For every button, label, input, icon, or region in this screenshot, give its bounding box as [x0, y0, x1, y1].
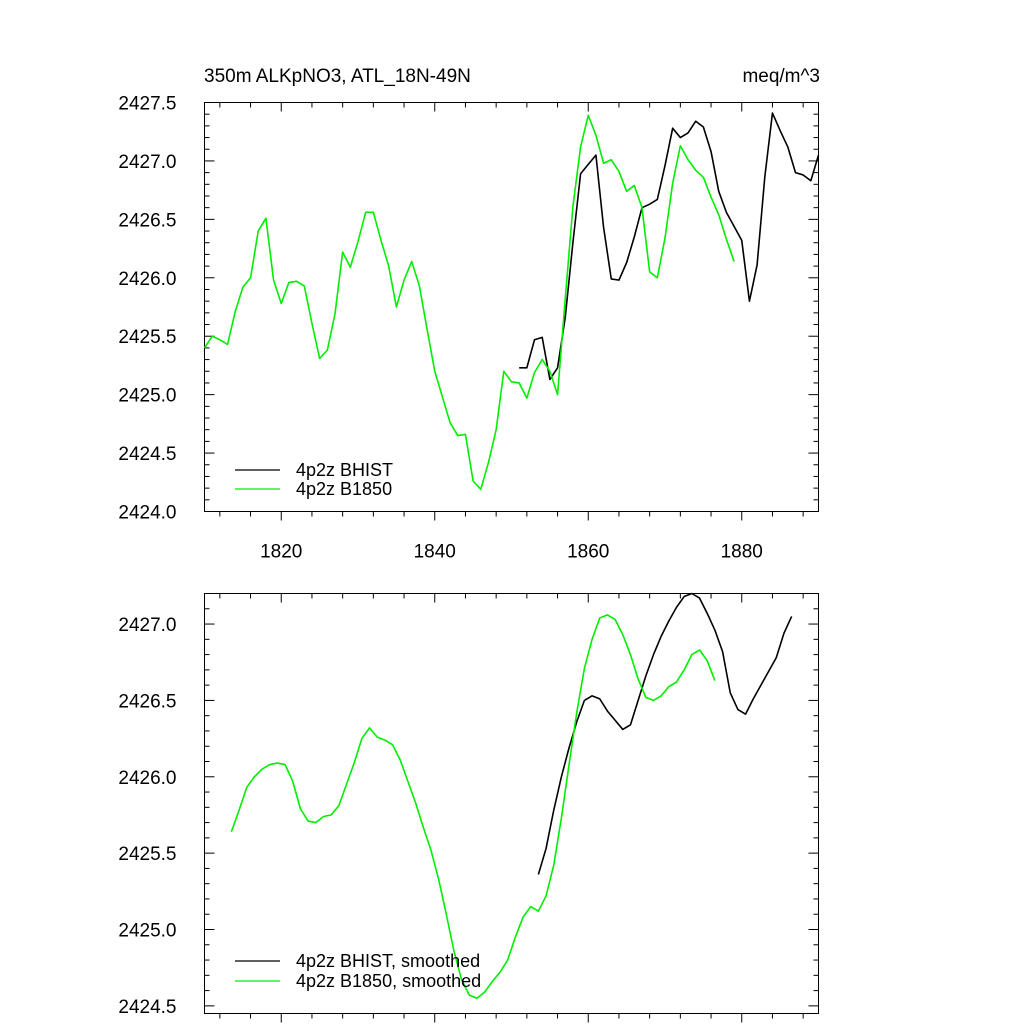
- top-y-tick-label: 2424.5: [118, 444, 176, 465]
- top-y-tick-label: 2425.5: [118, 327, 176, 348]
- top-series-line-0: [519, 112, 820, 381]
- bottom-y-tick-label: 2425.0: [118, 921, 176, 942]
- bottom-y-tick-label: 2424.5: [118, 997, 176, 1018]
- legend-label-b1850-smoothed: 4p2z B1850, smoothed: [296, 971, 481, 991]
- top-y-tick-label: 2426.5: [118, 210, 176, 231]
- top-plot-frame: [204, 102, 819, 512]
- legend-label-b1850: 4p2z B1850: [296, 479, 392, 499]
- top-legend: 4p2z BHIST 4p2z B1850: [235, 460, 393, 499]
- bottom-series-group: [230, 592, 793, 1000]
- bottom-y-tick-label: 2427.0: [118, 615, 176, 636]
- bottom-y-tick-label: 2426.5: [118, 691, 176, 712]
- bottom-panel: 2424.5 2425.0 2425.5 2426.0 2426.5 2427.0 4p2…: [118, 592, 819, 1023]
- bottom-plot-frame: [204, 593, 819, 1014]
- top-x-tick-label: 1820: [260, 542, 302, 563]
- top-y-tick-label: 2427.0: [118, 152, 176, 173]
- bottom-series-line-0: [537, 592, 793, 875]
- bottom-series-line-1: [230, 614, 716, 1000]
- top-x-tick-label: 1880: [721, 542, 763, 563]
- units-label: meq/m^3: [742, 66, 820, 87]
- top-x-tick-label: 1860: [567, 542, 609, 563]
- bottom-x-axis: [219, 593, 804, 1023]
- bottom-y-axis: 2424.5 2425.0 2425.5 2426.0 2426.5 2427.0: [118, 593, 819, 1018]
- top-series-group: [203, 112, 820, 491]
- bottom-legend: 4p2z BHIST, smoothed 4p2z B1850, smoothe…: [235, 951, 481, 991]
- top-x-axis: 1820 1840 1860 1880: [219, 102, 804, 563]
- top-y-tick-label: 2424.0: [118, 503, 176, 524]
- top-y-axis: 2424.0 2424.5 2425.0 2425.5 2426.0 2426.5 2427…: [118, 94, 819, 524]
- top-y-tick-label: 2427.5: [118, 94, 176, 115]
- legend-label-bhist: 4p2z BHIST: [296, 460, 393, 480]
- top-x-tick-label: 1840: [414, 542, 456, 563]
- top-y-tick-label: 2426.0: [118, 269, 176, 290]
- chart-title: 350m ALKpNO3, ATL_18N-49N: [204, 66, 471, 87]
- bottom-y-tick-label: 2425.5: [118, 844, 176, 865]
- top-panel: 350m ALKpNO3, ATL_18N-49N meq/m^3 2424.0…: [118, 66, 820, 563]
- top-y-tick-label: 2425.0: [118, 386, 176, 407]
- bottom-y-tick-label: 2426.0: [118, 768, 176, 789]
- legend-label-bhist-smoothed: 4p2z BHIST, smoothed: [296, 951, 480, 971]
- top-series-line-1: [203, 114, 735, 491]
